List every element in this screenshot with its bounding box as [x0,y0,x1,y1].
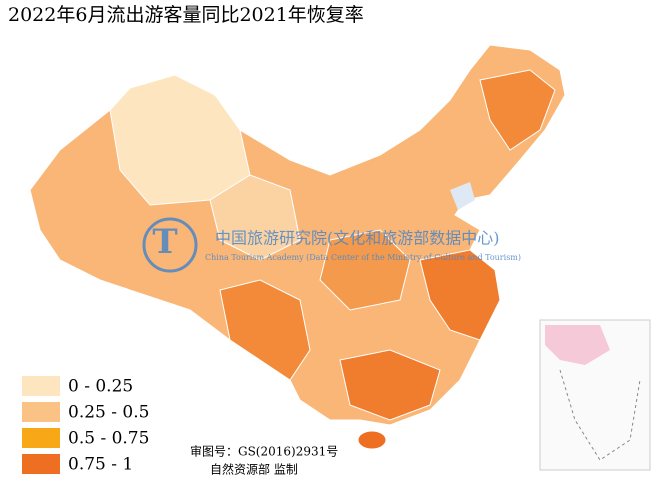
review-number: 审图号：GS(2016)2931号 [190,444,338,459]
legend-swatch [22,402,60,422]
region-northeast [479,69,556,151]
watermark-en: China Tourism Academy (Data Center of th… [205,253,521,262]
region-qinghai [209,174,301,261]
legend: 0 - 0.25 0.25 - 0.5 0.5 - 0.75 0.75 - 1 [22,376,149,475]
legend-label: 0 - 0.25 [68,377,133,397]
legend-swatch [22,454,60,474]
hainan [357,430,387,450]
region-south [339,349,441,421]
region-southwest [219,279,311,381]
legend-label: 0.25 - 0.5 [68,403,149,423]
region-xinjiang [109,74,251,206]
legend-label: 0.5 - 0.75 [68,429,149,449]
watermark: T 中国旅游研究院(文化和旅游部数据中心) China Tourism Acad… [142,217,521,273]
watermark-logo [142,217,198,273]
bohai-sea [450,182,475,210]
watermark-logo-letter: T [152,222,177,262]
supervisor: 自然资源部 监制 [210,462,298,477]
legend-label: 0.75 - 1 [68,455,133,475]
region-east [419,249,501,341]
region-central [319,229,411,311]
legend-swatch [22,376,60,396]
title: 2022年6月流出游客量同比2021年恢复率 [8,4,364,26]
inset-land [545,325,610,365]
watermark-cn: 中国旅游研究院(文化和旅游部数据中心) [215,229,500,248]
legend-swatch [22,428,60,448]
